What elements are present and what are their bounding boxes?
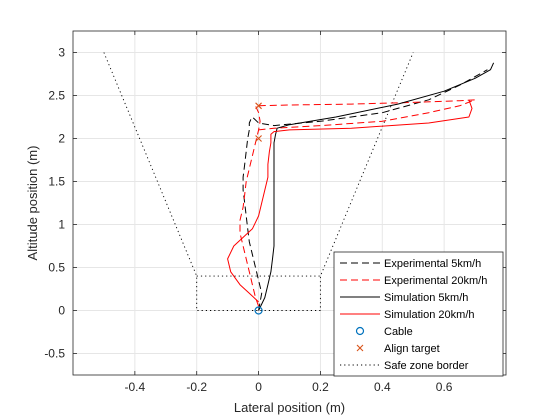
y-tick-label: 1.5 <box>48 175 65 189</box>
y-tick-label: 3 <box>58 46 65 60</box>
legend-label-align-target: Align target <box>384 343 440 355</box>
y-tick-label: 0.5 <box>48 261 65 275</box>
cable-marker <box>254 306 263 315</box>
y-axis-ticks: -0.5 0 0.5 1 1.5 2 2.5 3 <box>44 46 506 361</box>
legend: Experimental 5km/h Experimental 20km/h Sim… <box>333 251 504 377</box>
align-target-marker <box>255 135 262 142</box>
x-tick-label: 0 <box>255 380 262 394</box>
y-tick-label: -0.5 <box>44 347 65 361</box>
safe-zone-border-line <box>103 52 414 311</box>
plot-border <box>72 30 507 376</box>
grid <box>73 31 506 375</box>
x-tick-label: 0.6 <box>436 380 453 394</box>
legend-label-simulation-20km-h: Simulation 20km/h <box>384 309 475 321</box>
x-axis-label: Lateral position (m) <box>234 400 345 415</box>
legend-swatch-align-target <box>356 344 364 352</box>
simulation-5km-h-line <box>258 62 495 311</box>
experimental-5km-h-line <box>242 69 488 311</box>
y-tick-label: 2 <box>58 132 65 146</box>
experimental-20km-h-line <box>239 99 476 307</box>
legend-label-cable: Cable <box>384 326 413 338</box>
simulation-20km-h-line <box>227 99 473 303</box>
series-layer <box>103 52 495 315</box>
legend-label-safe-zone-border: Safe zone border <box>384 360 469 372</box>
legend-swatch-cable <box>355 326 365 336</box>
x-tick-label: -0.4 <box>125 380 146 394</box>
x-tick-label: -0.2 <box>186 380 207 394</box>
x-tick-label: 0.4 <box>374 380 391 394</box>
legend-label-experimental-20km-h: Experimental 20km/h <box>384 275 487 287</box>
x-axis-ticks: -0.4 -0.2 0 0.2 0.4 0.6 <box>125 31 453 394</box>
y-tick-label: 0 <box>58 304 65 318</box>
legend-label-simulation-5km-h: Simulation 5km/h <box>384 292 468 304</box>
y-axis-label: Altitude position (m) <box>25 146 40 261</box>
y-tick-label: 1 <box>58 218 65 232</box>
align-target-marker <box>255 102 262 110</box>
y-tick-label: 2.5 <box>48 89 65 103</box>
x-tick-label: 0.2 <box>312 380 329 394</box>
legend-label-experimental-5km-h: Experimental 5km/h <box>384 258 481 270</box>
